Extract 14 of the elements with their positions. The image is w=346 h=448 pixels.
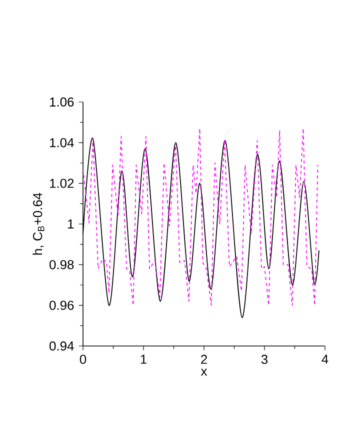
x-tick-label: 2 [201,354,207,364]
x-tick-label: 4 [322,354,328,364]
y-tick-label: 1.04 [50,138,74,148]
y-tick-label: 0.96 [50,300,74,310]
x-tick-label: 3 [261,354,268,364]
x-axis-title: x [200,368,208,376]
x-tick-label: 0 [80,354,86,364]
y-tick-label: 0.94 [50,341,74,351]
y-tick-label: 1 [68,220,74,228]
y-tick-label: 0.98 [50,260,74,270]
y-axis-title: h, C$_{B}$+0.64 [32,192,44,255]
x-tick-label: 1 [140,354,146,364]
y-tick-label: 1.02 [50,178,74,188]
y-tick-label: 1.06 [50,97,74,107]
